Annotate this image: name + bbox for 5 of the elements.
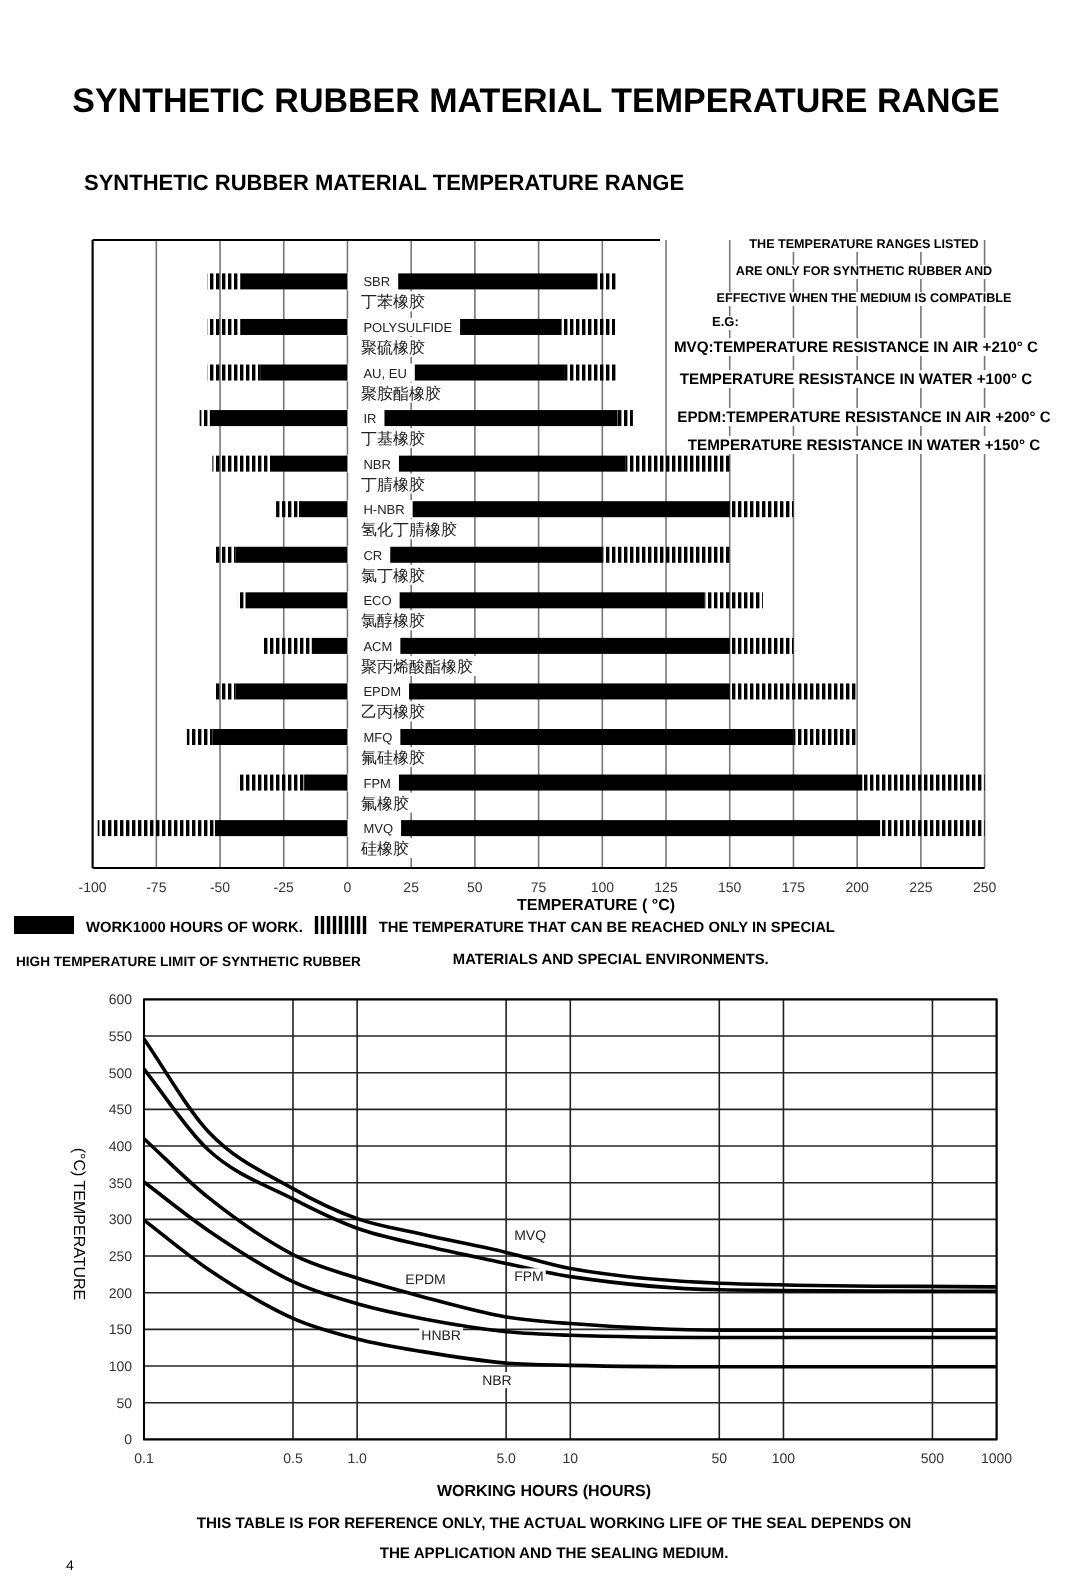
chart-subtitle: SYNTHETIC RUBBER MATERIAL TEMPERATURE RANGE — [84, 172, 685, 196]
chart-title: SYNTHETIC RUBBER MATERIAL TEMPERATURE RANGE — [72, 82, 1000, 120]
y-axis-title: (°C) TEMPERATURE — [70, 1147, 88, 1301]
x-axis-title: WORKING HOURS (HOURS) — [436, 1482, 652, 1500]
x-axis-title: TEMPERATURE ( °C) — [516, 896, 676, 914]
